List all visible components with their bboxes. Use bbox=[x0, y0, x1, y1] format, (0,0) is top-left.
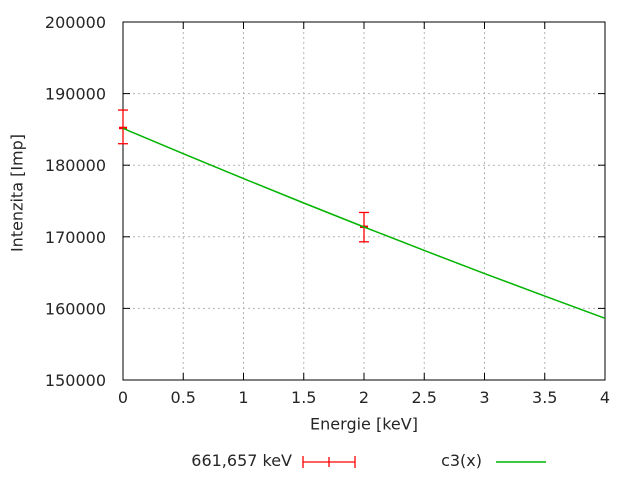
y-tick-label: 160000 bbox=[45, 299, 106, 318]
x-tick-label: 1.5 bbox=[291, 388, 316, 407]
y-tick-label: 190000 bbox=[45, 85, 106, 104]
legend-samples bbox=[302, 456, 546, 468]
x-tick-label: 2 bbox=[359, 388, 369, 407]
x-tick-label: 0 bbox=[118, 388, 128, 407]
errorbar-series bbox=[118, 109, 369, 243]
y-tick-label: 150000 bbox=[45, 371, 106, 390]
x-tick-label: 4 bbox=[600, 388, 610, 407]
plot-border bbox=[122, 21, 606, 381]
legend-sample-errorbar bbox=[302, 456, 356, 468]
y-tick-label: 180000 bbox=[45, 156, 106, 175]
legend-label-errorbar-series: 661,657 keV bbox=[191, 451, 292, 470]
x-tick-label: 3 bbox=[479, 388, 489, 407]
tick-labels: 0 0.5 1 1.5 2 2.5 3 3.5 4 150000 160000 170000 18000… bbox=[45, 13, 610, 407]
y-axis-title: Intenzita [Imp] bbox=[7, 133, 27, 253]
y-tick-label: 170000 bbox=[45, 228, 106, 247]
x-tick-label: 1 bbox=[238, 388, 248, 407]
x-axis-title: Energie [keV] bbox=[310, 414, 418, 434]
gridlines bbox=[123, 22, 605, 380]
legend-label-fit-line: c3(x) bbox=[441, 451, 482, 470]
y-tick-label: 200000 bbox=[45, 13, 106, 32]
fit-line bbox=[122, 127, 606, 319]
x-tick-label: 2.5 bbox=[412, 388, 437, 407]
x-tick-label: 0.5 bbox=[171, 388, 196, 407]
x-tick-label: 3.5 bbox=[532, 388, 557, 407]
tick-marks bbox=[122, 21, 606, 381]
